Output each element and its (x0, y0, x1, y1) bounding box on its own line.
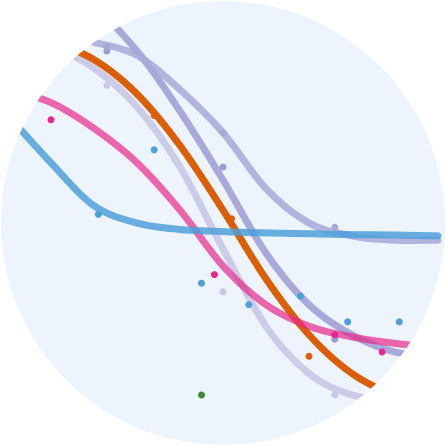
series-3-point-1 (228, 215, 236, 223)
series-2-point-2 (331, 223, 339, 231)
series-0-point-1 (219, 288, 227, 296)
series-0-point-2 (331, 391, 339, 399)
series-2 (90, 38, 442, 245)
series-2-line (90, 38, 442, 245)
series-5-point-3 (245, 301, 253, 309)
series-4 (4, 86, 442, 356)
series-3-point-2 (305, 352, 313, 360)
series-5-point-1 (150, 146, 158, 154)
series-5-point-5 (344, 318, 352, 326)
series-3 (4, 30, 442, 408)
series-4-point-3 (378, 348, 386, 356)
series-3-point-0 (150, 112, 158, 119)
series-0 (4, 34, 442, 405)
series-5-point-6 (395, 318, 403, 326)
series-6-point-0 (198, 391, 205, 399)
series-2-point-0 (103, 43, 111, 51)
series-4-point-1 (210, 271, 218, 279)
series-5 (4, 112, 442, 326)
series-4-line (4, 86, 442, 352)
series-5-line (4, 112, 442, 240)
series-5-point-0 (94, 210, 102, 218)
series-6 (198, 391, 205, 399)
series-5-point-4 (296, 292, 304, 300)
series-1-point-1 (219, 163, 227, 171)
series-4-point-2 (331, 331, 339, 339)
series-4-point-0 (47, 116, 55, 124)
series-0-line (4, 34, 442, 405)
series-0-point-0 (103, 81, 111, 89)
series-5-point-2 (198, 279, 205, 287)
series-2-point-1 (219, 129, 227, 137)
series-3-line (4, 30, 442, 408)
